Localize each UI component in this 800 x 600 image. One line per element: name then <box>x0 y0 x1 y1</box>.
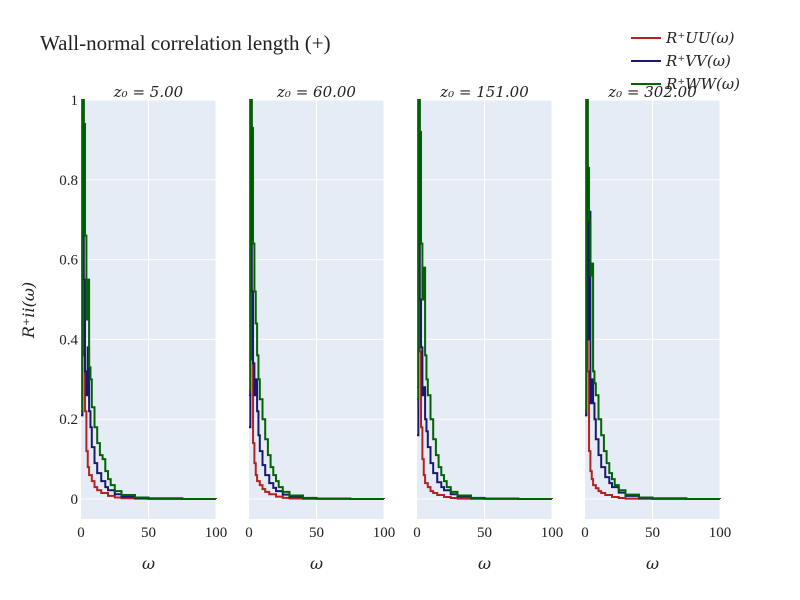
series-line-vv <box>249 99 384 501</box>
chart-title: Wall-normal correlation length (+) <box>40 31 331 55</box>
x-tick-label: 100 <box>373 525 396 541</box>
series-line-ww <box>81 99 216 501</box>
y-tick-label: 0.6 <box>59 253 78 269</box>
subplot-title: z₀ = 151.00 <box>439 83 529 101</box>
x-axis-label: ω <box>310 554 323 573</box>
subplot-3: 0 50 100 ω z₀ = 151.00 <box>413 83 563 573</box>
y-axis-label: R⁺ii(ω) <box>19 282 38 339</box>
x-tick-label: 50 <box>141 525 156 541</box>
x-axis-label: ω <box>646 554 659 573</box>
x-tick-label: 100 <box>541 525 564 541</box>
series-line-vv <box>417 99 552 501</box>
legend[interactable]: R⁺UU(ω) R⁺VV(ω) R⁺WW(ω) <box>631 29 740 93</box>
y-tick-label: 1 <box>71 93 79 109</box>
subplot-2: 0 50 100 ω z₀ = 60.00 <box>245 83 395 573</box>
subplot-1: 0 50 100 ω z₀ = 5.00 0 0.2 0.4 0.6 0.8 1 <box>59 83 227 573</box>
x-tick-label: 0 <box>245 525 253 541</box>
series-line-ww <box>417 99 552 501</box>
series-line-ww <box>585 99 720 501</box>
subplot-4: 0 50 100 ω z₀ = 302.00 <box>581 83 731 573</box>
y-tick-label: 0 <box>71 492 79 508</box>
subplot-title: z₀ = 60.00 <box>276 83 356 101</box>
legend-label-uu: R⁺UU(ω) <box>665 29 735 47</box>
x-tick-label: 0 <box>581 525 589 541</box>
legend-label-vv: R⁺VV(ω) <box>665 52 731 70</box>
legend-label-ww: R⁺WW(ω) <box>665 75 740 93</box>
subplot-panels: 0 50 100 ω z₀ = 5.00 0 0.2 0.4 0.6 0.8 1 0 50 100 ω z₀ … <box>59 83 731 573</box>
x-tick-label: 0 <box>77 525 85 541</box>
x-tick-label: 50 <box>477 525 492 541</box>
series-line-vv <box>81 99 216 501</box>
series-line-ww <box>249 99 384 501</box>
y-tick-label: 0.2 <box>59 412 78 428</box>
subplot-title: z₀ = 5.00 <box>113 83 184 101</box>
x-tick-label: 100 <box>205 525 228 541</box>
x-tick-label: 50 <box>645 525 660 541</box>
x-tick-label: 50 <box>309 525 324 541</box>
x-axis-label: ω <box>142 554 155 573</box>
y-tick-label: 0.4 <box>59 332 78 348</box>
x-tick-label: 0 <box>413 525 421 541</box>
x-axis-label: ω <box>478 554 491 573</box>
subplot-title: z₀ = 302.00 <box>607 83 697 101</box>
x-tick-label: 100 <box>709 525 732 541</box>
y-tick-label: 0.8 <box>59 173 78 189</box>
